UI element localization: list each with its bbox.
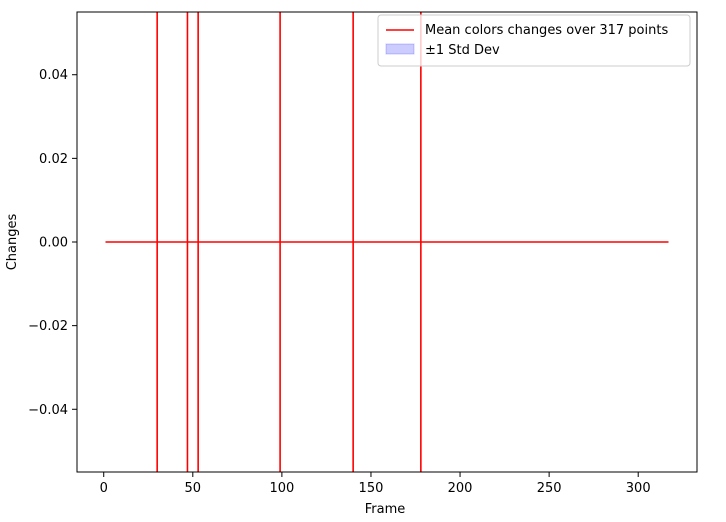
- legend-std-label: ±1 Std Dev: [425, 43, 500, 58]
- x-tick-label: 50: [185, 481, 202, 496]
- x-axis-ticks: 0 50 100 150 200 250 300: [100, 472, 651, 496]
- y-axis-label: Changes: [5, 214, 20, 271]
- legend-std-swatch: [385, 43, 415, 55]
- y-tick-label: −0.02: [28, 319, 68, 334]
- y-tick-label: 0.02: [39, 152, 68, 167]
- plot-area: [76, 11, 698, 473]
- y-tick-label: 0.00: [39, 236, 68, 251]
- x-axis-label: Frame: [365, 502, 406, 517]
- x-tick-label: 150: [359, 481, 384, 496]
- x-tick-label: 100: [269, 481, 294, 496]
- legend-box: [377, 14, 691, 67]
- x-tick-label: 300: [626, 481, 651, 496]
- x-tick-label: 0: [100, 481, 108, 496]
- y-axis-ticks: −0.04 −0.02 0.00 0.02 0.04: [28, 68, 77, 418]
- legend-mean-label: Mean colors changes over 317 points: [425, 23, 668, 38]
- legend: Mean colors changes over 317 points ±1 S…: [377, 14, 691, 67]
- y-tick-label: −0.04: [28, 403, 68, 418]
- y-tick-label: 0.04: [39, 68, 68, 83]
- x-tick-label: 250: [537, 481, 562, 496]
- x-tick-label: 200: [448, 481, 473, 496]
